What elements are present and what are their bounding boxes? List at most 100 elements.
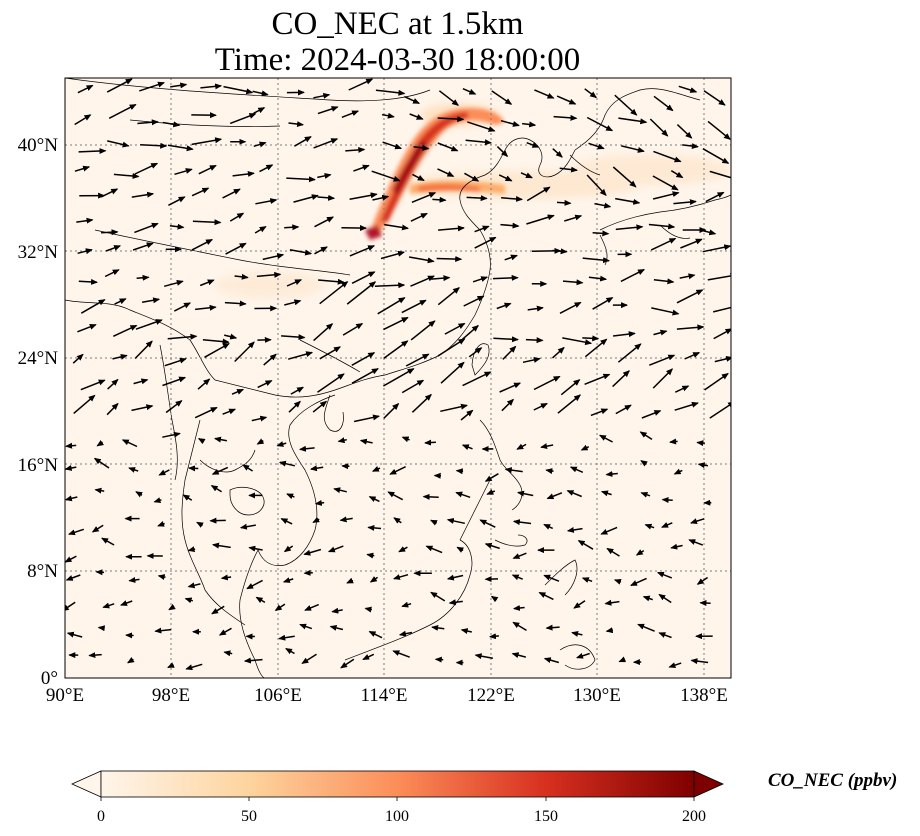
wind-arrow	[512, 519, 532, 526]
wind-arrow	[533, 375, 561, 391]
wind-arrow	[437, 168, 455, 177]
wind-arrow	[200, 83, 223, 90]
wind-arrow	[342, 322, 364, 336]
wind-arrow	[440, 403, 468, 413]
wind-arrow	[351, 352, 376, 366]
wind-arrow	[709, 170, 731, 179]
wind-arrow	[154, 627, 172, 634]
wind-arrow	[299, 445, 315, 452]
lat-label: 40°N	[18, 135, 59, 156]
wind-arrow	[290, 386, 304, 395]
wind-arrow	[526, 141, 540, 148]
wind-arrow	[701, 229, 717, 236]
wind-arrow	[661, 497, 673, 504]
wind-arrow	[682, 143, 699, 150]
wind-arrow	[437, 142, 459, 152]
wind-arrow	[613, 578, 622, 585]
wind-arrow	[617, 343, 642, 363]
lon-label: 130°E	[573, 685, 621, 706]
wind-arrow	[707, 272, 731, 281]
wind-arrow	[389, 466, 406, 475]
wind-arrow	[714, 355, 731, 363]
map-title: CO_NEC at 1.5km	[271, 6, 524, 42]
wind-arrow	[486, 489, 496, 495]
wind-arrow	[438, 90, 459, 106]
wind-arrow	[635, 549, 645, 556]
wind-arrow	[164, 279, 184, 288]
wind-arrow	[254, 225, 267, 234]
wind-arrow	[312, 400, 328, 413]
lon-label: 122°E	[467, 685, 515, 706]
wind-arrow	[281, 334, 306, 341]
wind-arrow	[556, 95, 577, 105]
wind-arrow	[437, 338, 466, 357]
wind-arrow	[257, 380, 273, 389]
wind-arrow	[650, 237, 677, 251]
wind-arrow	[670, 543, 683, 550]
wind-arrow	[95, 569, 105, 576]
wind-arrow	[135, 491, 143, 498]
wind-arrow	[615, 197, 641, 205]
wind-arrow	[614, 94, 638, 116]
wind-arrow	[460, 409, 474, 421]
wind-arrow	[702, 148, 730, 164]
wind-arrow	[76, 217, 94, 224]
wind-arrow	[211, 605, 225, 615]
wind-arrow	[709, 401, 731, 419]
wind-arrow	[362, 653, 375, 661]
colorbar-tick-label: 150	[534, 808, 558, 825]
wind-arrow	[65, 574, 81, 581]
wind-arrow	[582, 335, 600, 342]
wind-arrow	[371, 170, 401, 182]
lon-label: 98°E	[152, 685, 190, 706]
wind-arrow	[586, 174, 607, 197]
wind-arrow	[676, 289, 704, 304]
wind-arrow	[499, 382, 522, 393]
wind-arrow	[479, 519, 496, 528]
wind-arrow	[114, 298, 127, 305]
wind-arrow	[522, 356, 541, 364]
wind-arrow	[556, 199, 572, 206]
wind-arrow	[157, 521, 165, 527]
wind-arrow	[496, 302, 512, 310]
wind-arrow	[652, 191, 680, 200]
wind-arrow	[198, 164, 217, 175]
wind-arrow	[545, 468, 554, 475]
wind-arrow	[173, 302, 191, 312]
wind-arrow	[303, 569, 313, 576]
wind-arrow	[283, 545, 294, 553]
wind-arrow	[289, 249, 313, 256]
wind-arrow	[525, 337, 544, 344]
wind-arrow	[615, 404, 632, 415]
wind-arrow	[364, 606, 372, 613]
wind-arrow	[263, 353, 277, 366]
wind-arrow	[517, 490, 534, 497]
wind-arrow	[462, 371, 492, 387]
wind-arrow	[185, 663, 203, 671]
wind-arrow	[106, 78, 133, 93]
wind-arrow	[424, 439, 436, 446]
wind-arrow	[584, 338, 608, 358]
wind-arrow	[382, 141, 403, 150]
wind-arrow	[317, 194, 336, 201]
wind-arrow	[432, 196, 447, 203]
wind-arrow	[501, 195, 523, 202]
wind-arrow	[605, 471, 618, 478]
wind-arrow	[380, 250, 405, 260]
wind-arrow	[242, 464, 253, 472]
wind-arrow	[571, 630, 583, 637]
wind-arrow	[136, 274, 150, 281]
wind-arrow	[644, 523, 655, 530]
wind-arrow	[262, 253, 285, 261]
wind-arrow	[246, 579, 263, 590]
wind-arrow	[78, 278, 98, 285]
wind-arrow	[94, 487, 105, 494]
wind-arrow	[613, 331, 636, 338]
wind-arrow	[398, 546, 408, 553]
wind-arrow	[673, 199, 697, 206]
wind-arrow	[425, 545, 443, 554]
wind-arrow	[658, 593, 672, 604]
wind-arrow	[259, 164, 274, 173]
wind-arrow	[74, 165, 91, 172]
wind-arrow	[310, 465, 324, 472]
